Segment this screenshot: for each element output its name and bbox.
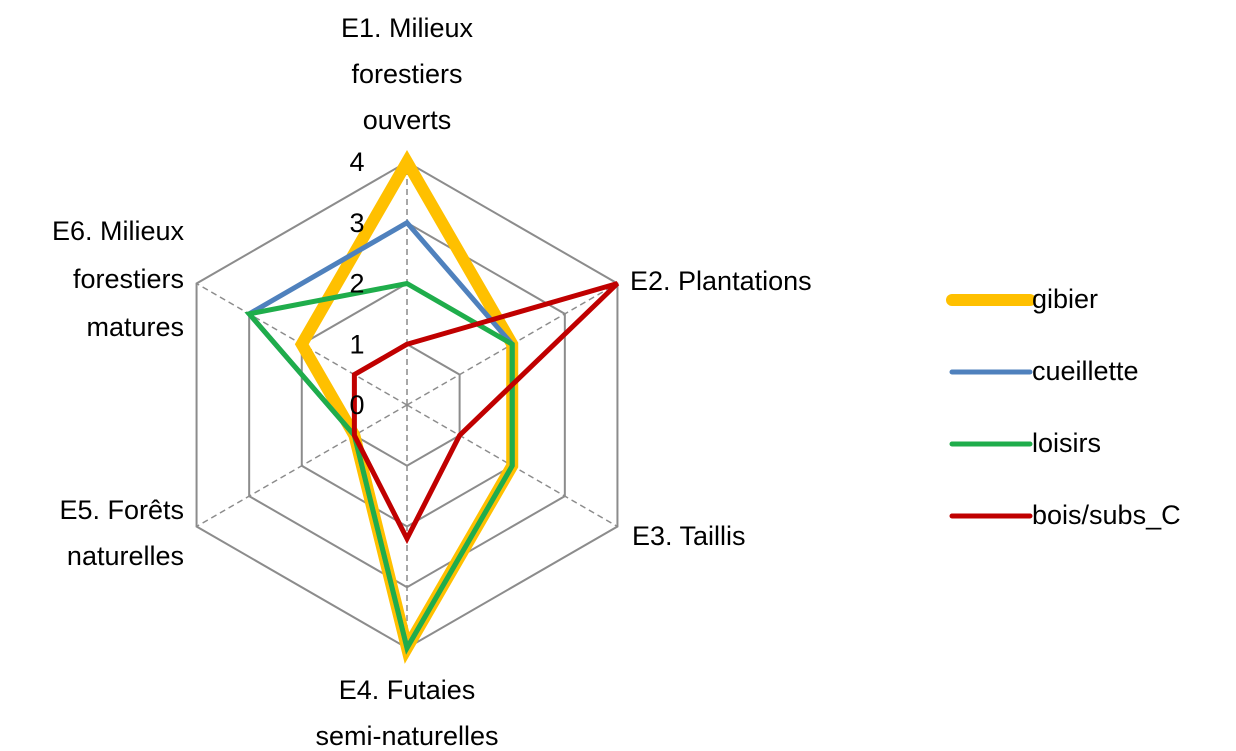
category-label: forestiers <box>73 264 184 294</box>
series-line <box>244 280 515 655</box>
category-label: E4. Futaies <box>339 675 476 705</box>
category-label: ouverts <box>363 105 452 135</box>
series-line <box>351 281 620 545</box>
category-label: E5. Forêts <box>59 495 184 525</box>
category-label: E3. Taillis <box>632 521 746 551</box>
category-label: matures <box>86 312 184 342</box>
axis-tick-label: 3 <box>349 208 364 238</box>
category-label: E1. Milieux <box>341 13 474 43</box>
axis-tick-label: 0 <box>349 390 364 420</box>
legend-label: bois/subs_C <box>1032 500 1181 530</box>
legend-label: gibier <box>1032 284 1098 314</box>
spoke <box>196 404 408 528</box>
axis-tick-label: 1 <box>349 329 364 359</box>
axis-tick-label: 2 <box>349 269 364 299</box>
category-label: E6. Milieux <box>52 216 185 246</box>
category-label: forestiers <box>351 59 462 89</box>
category-label: naturelles <box>67 541 184 571</box>
legend-label: cueillette <box>1032 356 1139 386</box>
axis-tick-label: 4 <box>349 147 364 177</box>
category-label: semi-naturelles <box>315 721 498 751</box>
legend-label: loisirs <box>1032 428 1101 458</box>
category-label: E2. Plantations <box>630 266 812 296</box>
